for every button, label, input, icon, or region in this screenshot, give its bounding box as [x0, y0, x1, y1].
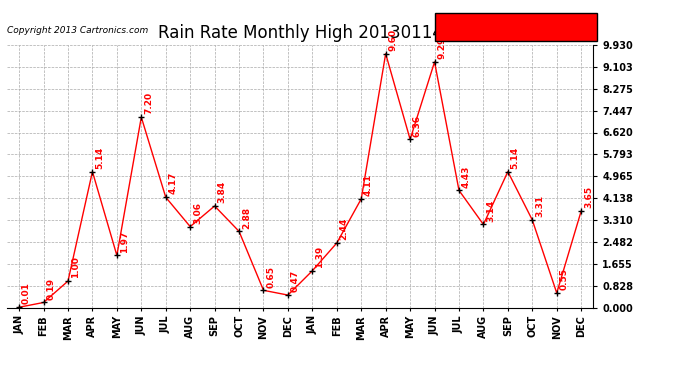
Text: 0.19: 0.19: [46, 278, 55, 300]
Text: 0.01: 0.01: [22, 283, 31, 304]
Text: 6.36: 6.36: [413, 114, 422, 136]
Text: Rain Rate  (Inches/Hour): Rain Rate (Inches/Hour): [442, 22, 576, 32]
Text: 1.39: 1.39: [315, 246, 324, 268]
Text: 3.84: 3.84: [217, 181, 226, 203]
Text: 3.31: 3.31: [535, 195, 544, 217]
Text: 2.88: 2.88: [241, 207, 251, 229]
Text: 3.65: 3.65: [584, 186, 593, 208]
Text: 0.55: 0.55: [560, 268, 569, 290]
Text: 2.44: 2.44: [339, 218, 348, 240]
Text: 1.00: 1.00: [71, 256, 80, 278]
Text: 4.43: 4.43: [462, 165, 471, 188]
Text: 0.47: 0.47: [290, 270, 299, 292]
Text: 5.14: 5.14: [95, 147, 104, 169]
Title: Rain Rate Monthly High 20130114: Rain Rate Monthly High 20130114: [158, 24, 442, 42]
Text: Copyright 2013 Cartronics.com: Copyright 2013 Cartronics.com: [7, 26, 148, 35]
Text: 1.97: 1.97: [119, 230, 128, 253]
Text: 4.11: 4.11: [364, 174, 373, 196]
Text: 7.20: 7.20: [144, 92, 153, 114]
Text: 9.60: 9.60: [388, 29, 397, 51]
Text: 9.29: 9.29: [437, 37, 446, 59]
Text: 5.14: 5.14: [511, 147, 520, 169]
Text: 0.65: 0.65: [266, 266, 275, 288]
Text: 4.17: 4.17: [168, 172, 177, 195]
Text: 3.06: 3.06: [193, 202, 202, 224]
Text: 3.14: 3.14: [486, 200, 495, 222]
